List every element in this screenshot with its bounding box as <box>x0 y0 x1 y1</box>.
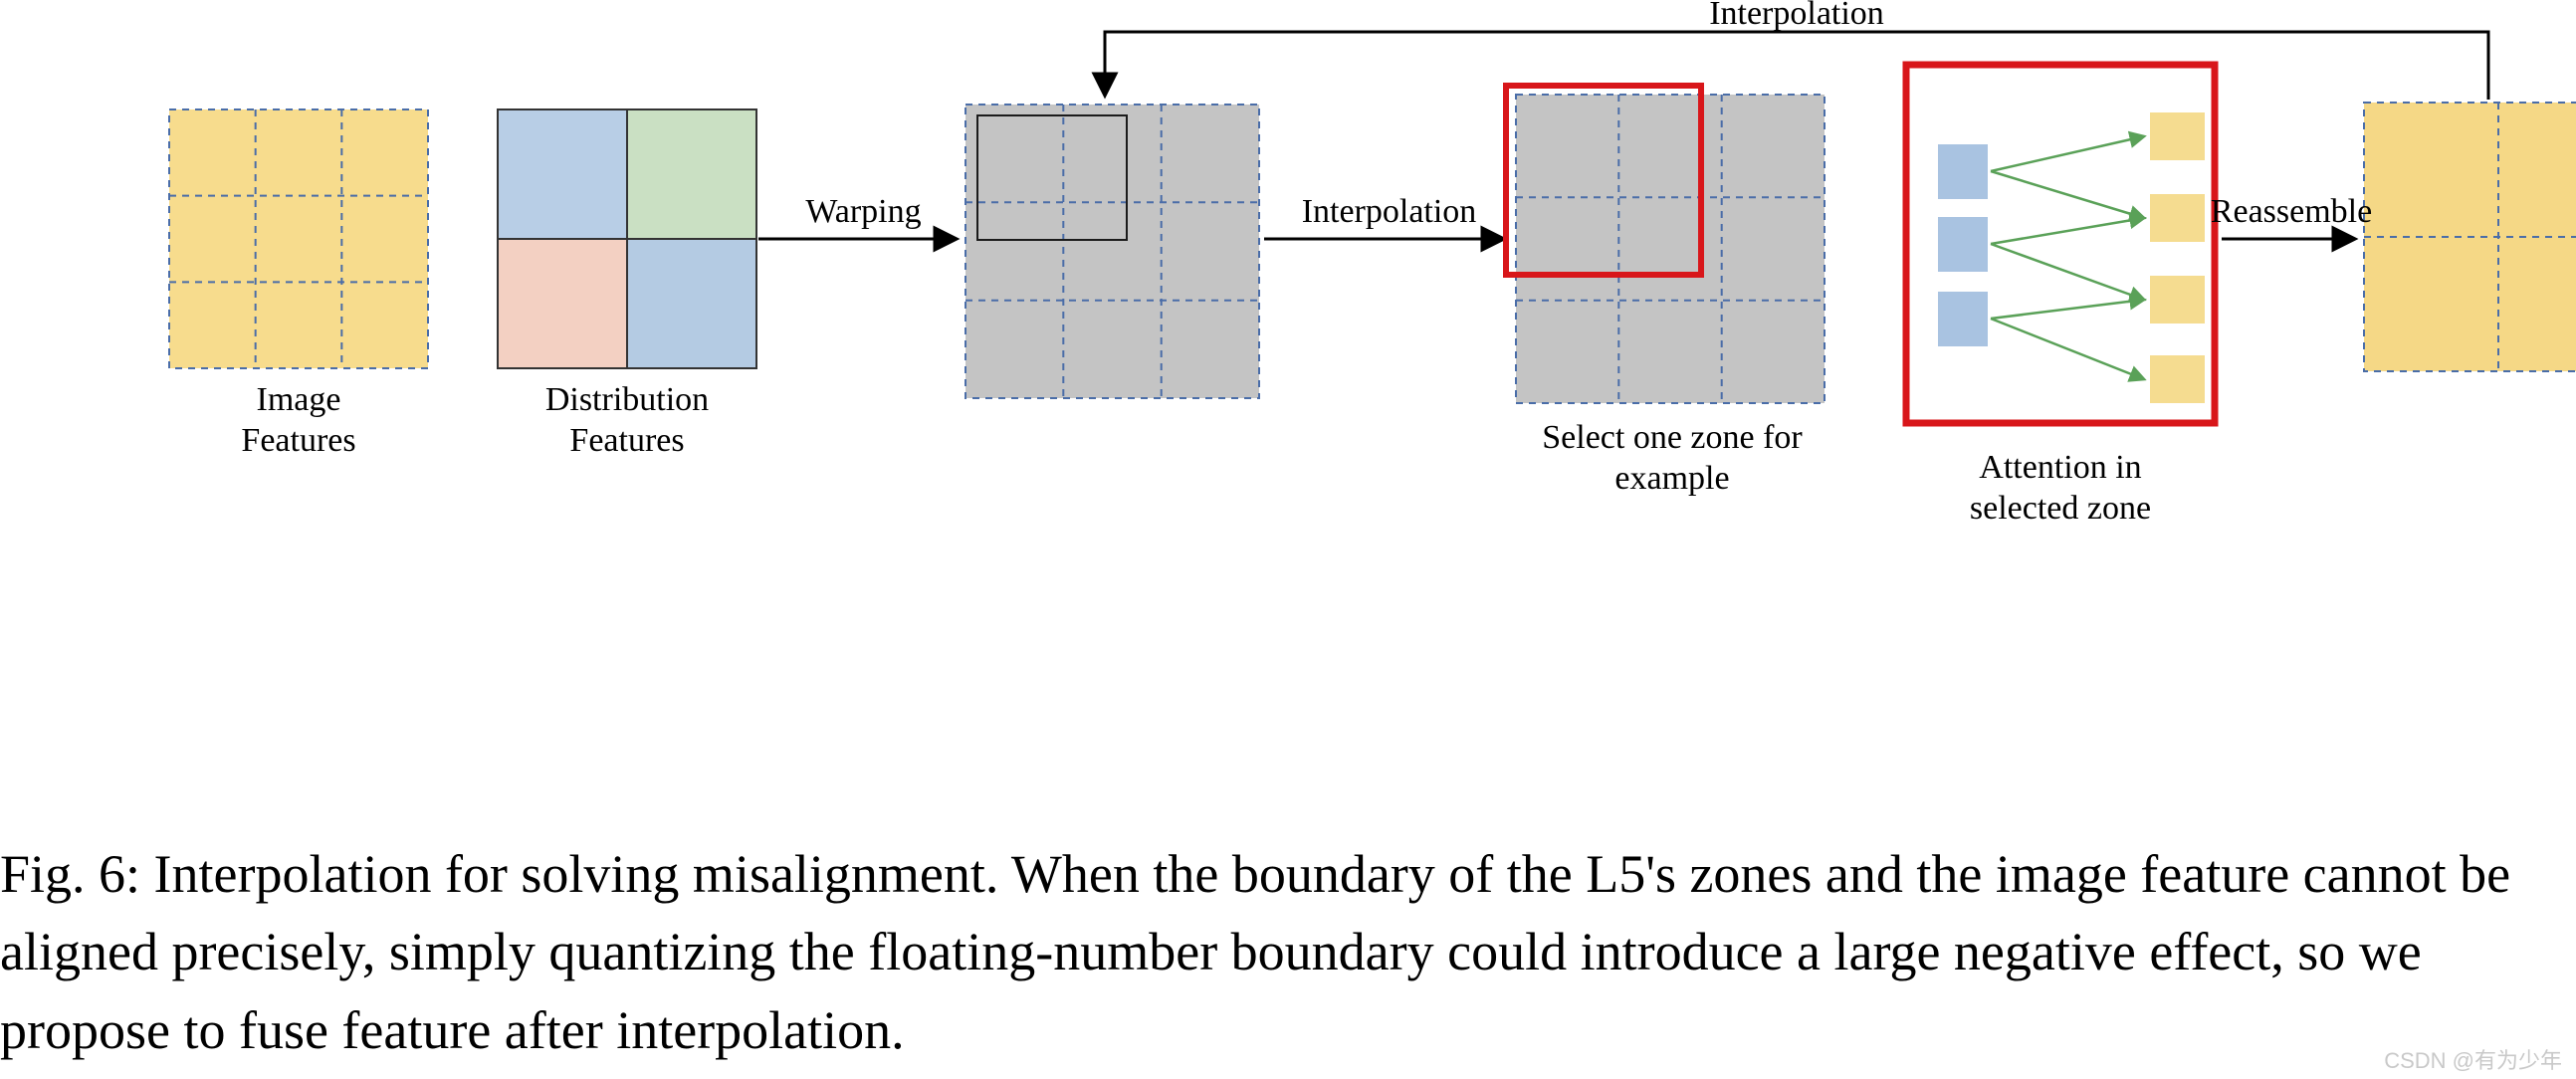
interpolation-label: Interpolation <box>1267 192 1511 233</box>
interpolation-top-arrow <box>1105 32 2488 100</box>
reassemble-grid <box>2364 103 2576 371</box>
figure-caption: Fig. 6: Interpolation for solving misali… <box>0 835 2576 1079</box>
warping-label: Warping <box>766 192 961 233</box>
distribution-features-label: Distribution Features <box>488 380 766 462</box>
interpolation-top-label: Interpolation <box>1682 0 1911 35</box>
attention-box <box>1906 65 2215 423</box>
watermark: CSDN @有为少年 <box>2384 1043 2562 1075</box>
reassemble-label: Reassemble <box>2207 192 2376 233</box>
selected-zone-grid <box>1506 86 1825 403</box>
select-zone-label: Select one zone for example <box>1503 418 1841 500</box>
image-features-label: Image Features <box>169 380 428 462</box>
distribution-features-grid <box>498 109 756 368</box>
image-features-grid <box>169 109 428 368</box>
warped-grid <box>966 105 1259 398</box>
attention-label: Attention in selected zone <box>1901 448 2220 530</box>
